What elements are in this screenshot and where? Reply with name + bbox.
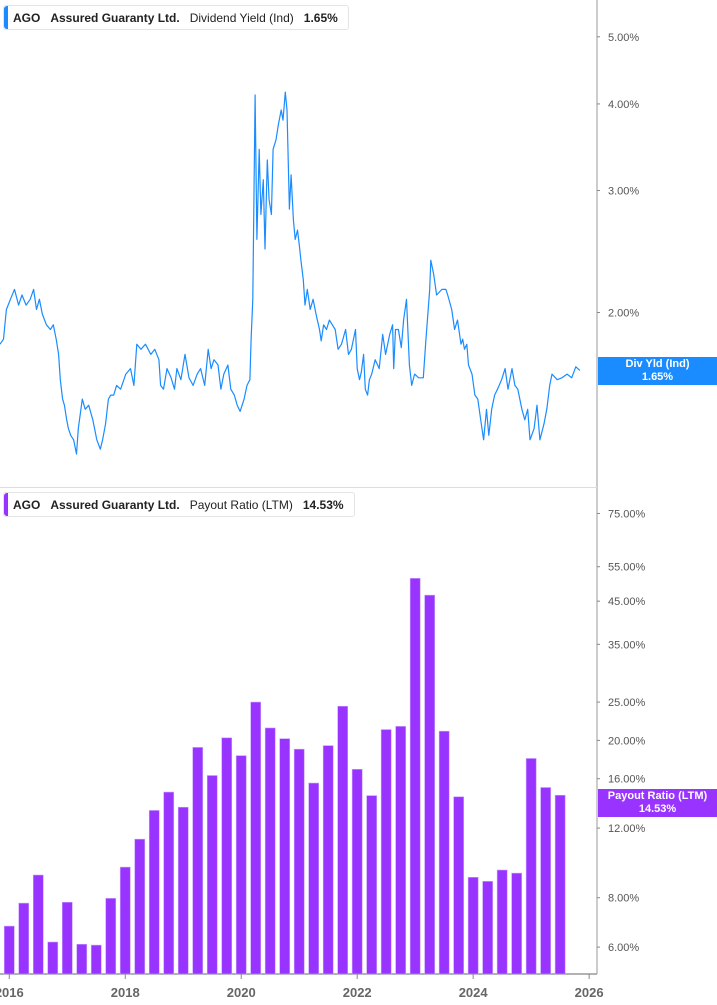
payout-bar (322, 745, 334, 975)
payout-bar (134, 838, 146, 975)
payout-bar (279, 738, 291, 975)
legend-value: 1.65% (303, 10, 338, 25)
payout-bar (264, 727, 276, 975)
tag-value: 1.65% (641, 371, 674, 383)
payout-bar (61, 901, 73, 975)
payout-bar (540, 787, 551, 975)
payout-bar (119, 866, 131, 975)
legend-color-bar (4, 493, 8, 516)
legend-company: Assured Guaranty Ltd. (50, 10, 180, 25)
payout-bar (3, 925, 15, 975)
y-tick-label: 6.00% (608, 942, 639, 954)
yield-last-value-tag: Div Yld (Ind) 1.65% (598, 357, 717, 385)
payout-bar (206, 775, 218, 975)
legend-metric: Dividend Yield (Ind) (189, 10, 294, 25)
payout-bar (554, 794, 566, 975)
y-tick-label: 75.00% (608, 508, 646, 520)
payout-bar (105, 898, 117, 975)
legend-metric: Payout Ratio (LTM) (189, 497, 293, 512)
payout-bar (235, 755, 247, 975)
x-tick-label: 2022 (343, 985, 372, 1000)
tag-value: 14.53% (638, 803, 677, 815)
x-tick-label: 2016 (0, 985, 24, 1000)
y-tick-label: 55.00% (608, 562, 646, 574)
payout-bar (221, 737, 233, 975)
legend-color-bar (4, 6, 8, 29)
dividend-yield-line (0, 91, 581, 455)
payout-bar (395, 726, 406, 975)
payout-last-value-tag: Payout Ratio (LTM) 14.53% (598, 789, 717, 817)
payout-bar (18, 902, 30, 975)
payout-bar (482, 881, 493, 975)
payout-bar (424, 594, 435, 975)
x-tick-label: 2026 (575, 985, 604, 1000)
y-tick-label: 16.00% (608, 774, 646, 786)
y-tick-label: 35.00% (608, 639, 646, 651)
payout-bar (47, 941, 59, 975)
payout-bar (250, 701, 262, 975)
payout-bar (308, 782, 320, 975)
y-tick-label: 5.00% (608, 32, 639, 44)
payout-bar (148, 810, 160, 975)
y-tick-label: 8.00% (608, 893, 639, 905)
y-tick-label: 25.00% (608, 697, 646, 709)
payout-bar (467, 876, 479, 975)
y-tick-label: 45.00% (608, 596, 646, 608)
payout-bar (293, 748, 305, 975)
tag-label: Div Yld (Ind) (625, 358, 690, 370)
x-tick-label: 2024 (459, 985, 489, 1000)
legend-company: Assured Guaranty Ltd. (50, 497, 180, 512)
payout-bar (525, 758, 537, 975)
payout-bar (163, 791, 175, 975)
payout-bar (90, 944, 102, 975)
payout-bar (32, 874, 44, 975)
payout-bar (496, 869, 508, 975)
payout-bar (192, 747, 204, 975)
bottom-legend: AGO Assured Guaranty Ltd. Payout Ratio (… (3, 492, 355, 517)
payout-bar (380, 729, 392, 975)
y-tick-label: 3.00% (608, 186, 639, 198)
payout-bar (453, 796, 464, 975)
y-tick-label: 4.00% (608, 99, 639, 111)
payout-bar (409, 578, 421, 975)
payout-bar (177, 806, 189, 975)
payout-bar (366, 795, 377, 975)
payout-bar (438, 730, 450, 975)
legend-ticker: AGO (13, 497, 41, 512)
payout-bar (351, 769, 363, 975)
payout-bar (76, 943, 88, 975)
legend-ticker: AGO (13, 10, 41, 25)
top-legend: AGO Assured Guaranty Ltd. Dividend Yield… (3, 5, 349, 30)
y-tick-label: 2.00% (608, 308, 639, 320)
y-tick-label: 12.00% (608, 823, 646, 835)
x-tick-label: 2018 (111, 985, 140, 1000)
payout-bar (337, 705, 348, 975)
y-tick-label: 20.00% (608, 735, 646, 747)
tag-label: Payout Ratio (LTM) (607, 790, 708, 802)
payout-bar (511, 872, 522, 975)
x-tick-label: 2020 (227, 985, 256, 1000)
legend-value: 14.53% (302, 497, 344, 512)
